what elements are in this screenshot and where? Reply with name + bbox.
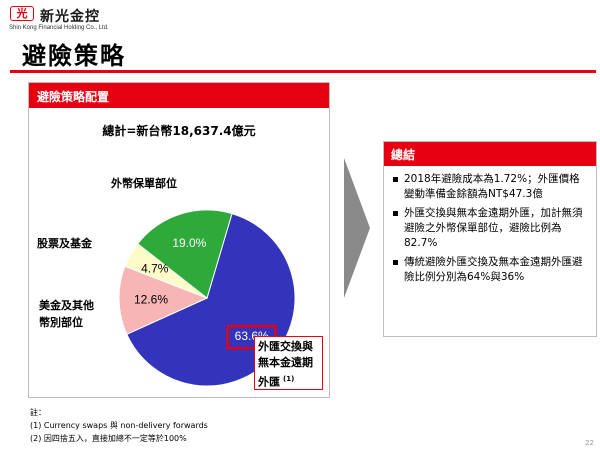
bullet-square-icon	[393, 260, 398, 265]
summary-item: 傳統避險外匯交換及無本金遠期外匯避險比例分別為64%與36%	[390, 255, 590, 285]
hedging-allocation-header: 避險策略配置	[29, 83, 329, 108]
page-number: 22	[585, 439, 594, 447]
footnotes: 註： (1) Currency swaps 與 non-delivery for…	[30, 406, 208, 445]
summary-panel: 總結 2018年避險成本為1.72%；外匯價格變動準備金餘額為NT$47.3億 …	[383, 141, 597, 337]
footnote-heading: 註：	[30, 408, 46, 417]
footnote-item: (1) Currency swaps 與 non-delivery forwar…	[30, 421, 208, 430]
pie-slice-value-label: 12.6%	[134, 293, 168, 307]
company-name: 新光金控	[40, 9, 100, 25]
hedging-allocation-panel: 避險策略配置 63.6% 12.6% 4.7% 19.0% 總計=新台幣18,637.…	[28, 82, 330, 398]
summary-item: 2018年避險成本為1.72%；外匯價格變動準備金餘額為NT$47.3億	[390, 172, 590, 202]
summary-item-text: 外匯交換與無本金遠期外匯，加計無須避險之外幣保單部位，避險比例為82.7%	[404, 207, 583, 249]
bullet-square-icon	[393, 211, 398, 216]
pie-slice-value-label: 4.7%	[141, 261, 169, 275]
bullet-square-icon	[393, 177, 398, 182]
summary-item-text: 2018年避險成本為1.72%；外匯價格變動準備金餘額為NT$47.3億	[404, 173, 580, 200]
title-divider	[10, 70, 596, 73]
label-swap-ndf-text: 外匯交換與無本金遠期外匯	[258, 340, 313, 389]
arrow-icon	[344, 158, 370, 298]
summary-item: 外匯交換與無本金遠期外匯，加計無須避險之外幣保單部位，避險比例為82.7%	[390, 206, 590, 251]
slide-title: 避險策略	[22, 41, 126, 70]
footnote-marker: (1)	[283, 375, 295, 383]
label-usd-other: 美金及其他幣別部位	[39, 299, 94, 329]
summary-item-text: 傳統避險外匯交換及無本金遠期外匯避險比例分別為64%與36%	[404, 256, 583, 283]
pie-slice-value-label: 19.0%	[172, 236, 206, 250]
label-fx-policy: 外幣保單部位	[111, 177, 177, 190]
company-english-name: Shin Kong Financial Holding Co., Ltd.	[9, 25, 109, 31]
summary-header: 總結	[384, 142, 596, 166]
pie-chart: 63.6%12.6%4.7%19.0%	[118, 209, 296, 387]
label-swap-ndf: 外匯交換與無本金遠期外匯 (1)	[254, 336, 323, 390]
footnote-item: (2) 因四捨五入，直接加總不一定等於100%	[30, 434, 187, 443]
total-amount: 總計=新台幣18,637.4億元	[102, 124, 256, 138]
label-stock-fund: 股票及基金	[37, 237, 92, 250]
pie-slice	[118, 265, 209, 335]
logo-mark: 光	[10, 6, 34, 21]
pie-slice	[136, 209, 233, 299]
summary-list: 2018年避險成本為1.72%；外匯價格變動準備金餘額為NT$47.3億 外匯交…	[384, 166, 596, 285]
